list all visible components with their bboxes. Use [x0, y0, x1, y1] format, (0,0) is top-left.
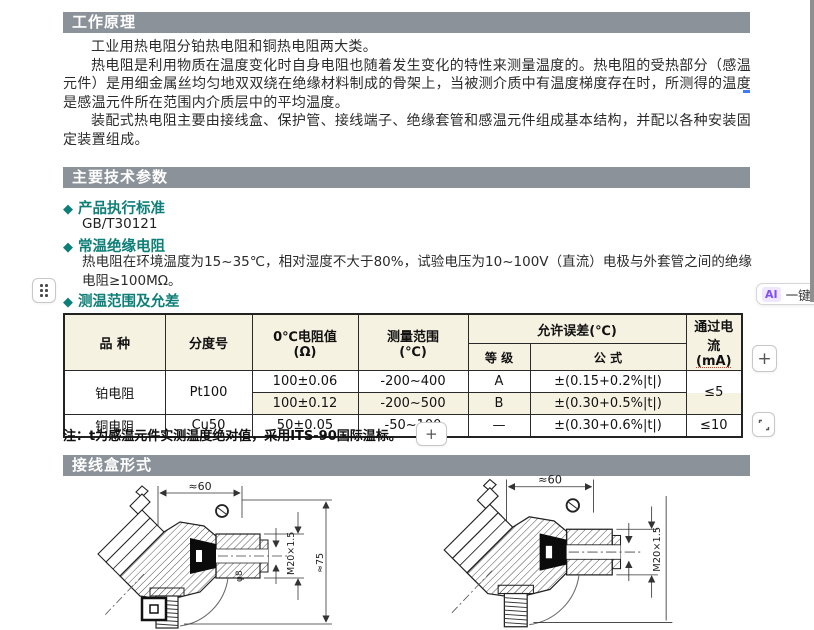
dim-height-label: ≈75: [315, 553, 326, 573]
diamond-bullet-icon: ◆: [63, 295, 73, 310]
cell-current: ≤5: [685, 370, 743, 415]
junction-box-diagram-right: ≈60 M20×1.5: [443, 473, 673, 628]
heading-insulation-resistance: ◆ 常温绝缘电阻: [63, 235, 165, 256]
cell-r0: 50±0.05: [251, 414, 359, 438]
insulation-description: 热电阻在环境温度为15~35℃，相对湿度不大于80%，试验电压为10~100V（…: [82, 254, 752, 289]
col-header-line: (mA): [696, 354, 732, 369]
junction-box-diagram-left: ≈60 φ8 M: [97, 480, 332, 629]
cell-range: -200~500: [357, 392, 469, 415]
square-flange-symbol: [140, 596, 168, 622]
col-header-line: 通过电流: [694, 320, 734, 354]
dim-thread-label: M20×1.5: [652, 527, 663, 572]
col-header-class: 等 级: [467, 343, 531, 371]
cell-current: ≤10: [685, 414, 743, 438]
cell-formula: ±(0.15+0.2%|t|): [529, 370, 687, 393]
ai-button-label: 一键美化: [785, 287, 814, 303]
cell-class: A: [467, 370, 531, 393]
cell-grade: Cu50: [164, 414, 253, 438]
dim-bore-label: φ8: [235, 570, 245, 582]
dim-width-label: ≈60: [188, 480, 211, 493]
note-text: 注：t为感温元件实测温度绝对值，采用ITS-90国际温标。: [63, 428, 402, 444]
ai-icon: AI: [762, 286, 781, 302]
col-header-line: 测量范围: [386, 329, 439, 345]
paragraph: 装配式热电阻主要由接线盒、保护管、接线端子、绝缘套管和感温元件组成基本结构，并配…: [63, 113, 751, 148]
diamond-bullet-icon: ◆: [63, 202, 73, 217]
section-title-tech-params: 主要技术参数: [63, 167, 750, 188]
block-drag-handle[interactable]: [32, 278, 56, 303]
expand-table-button[interactable]: [752, 412, 775, 437]
cell-class: B: [467, 392, 531, 415]
col-header-line: 0℃电阻值: [273, 329, 337, 345]
table-note: 注：t为感温元件实测温度绝对值，采用ITS-90国际温标。 +: [63, 422, 447, 446]
section-title-working-principle: 工作原理: [63, 12, 750, 33]
col-header-line: (℃): [399, 344, 427, 360]
paragraph: 热电阻是利用物质在温度变化时自身电阻也随着发生变化的特性来测量温度的。热电阻的受…: [63, 57, 751, 111]
col-header-range: 测量范围 (℃): [357, 313, 469, 371]
col-header-grade: 分度号: [164, 313, 253, 371]
col-header-tolerance: 允许误差(℃): [467, 313, 687, 345]
cell-class: —: [467, 414, 531, 438]
col-header-line: (Ω): [293, 344, 317, 360]
ai-beautify-button[interactable]: AI 一键美化: [756, 283, 814, 305]
standard-code: GB/T30121: [82, 216, 158, 232]
cell-range: -200~400: [357, 370, 469, 393]
vertical-scrollbar-thumb[interactable]: [810, 0, 814, 302]
cell-grade: Pt100: [164, 370, 253, 415]
col-header-formula: 公 式: [529, 343, 687, 371]
heading-text: 产品执行标准: [78, 201, 165, 217]
insert-block-button[interactable]: +: [752, 345, 777, 372]
paragraph: 工业用热电阻分铂热电阻和铜热电阻两大类。: [91, 39, 377, 55]
dim-width-label: ≈60: [538, 473, 562, 487]
heading-product-standard: ◆ 产品执行标准: [63, 197, 165, 218]
cell-formula: ±(0.30+0.5%|t|): [529, 392, 687, 415]
col-header-variety: 品 种: [63, 313, 166, 371]
diamond-bullet-icon: ◆: [63, 240, 73, 255]
expand-icon: [758, 419, 769, 430]
add-row-button[interactable]: +: [415, 422, 447, 446]
drag-dots-icon: [40, 284, 48, 297]
tolerance-table: 品 种 分度号 0℃电阻值 (Ω) 测量范围 (℃) 允许误差(℃) 通过电流 …: [63, 313, 744, 438]
heading-text: 测温范围及允差: [78, 294, 180, 310]
cell-formula: ±(0.30+0.6%|t|): [529, 414, 687, 438]
cell-variety: 铂电阻: [63, 370, 166, 415]
text-cursor: [743, 90, 750, 93]
working-principle-paragraphs: 工业用热电阻分铂热电阻和铜热电阻两大类。 热电阻是利用物质在温度变化时自身电阻也…: [63, 38, 751, 150]
heading-text: 常温绝缘电阻: [78, 239, 165, 255]
dim-thread-label: M20×1.5: [286, 532, 297, 575]
heading-measuring-range: ◆ 测温范围及允差: [63, 290, 180, 311]
cell-r0: 100±0.12: [251, 392, 359, 415]
cell-r0: 100±0.06: [251, 370, 359, 393]
col-header-r0: 0℃电阻值 (Ω): [251, 313, 359, 371]
section-title-junction-box: 接线盒形式: [63, 455, 750, 476]
col-header-current: 通过电流 (mA): [685, 313, 743, 371]
cell-variety: 铜电阻: [63, 414, 166, 438]
